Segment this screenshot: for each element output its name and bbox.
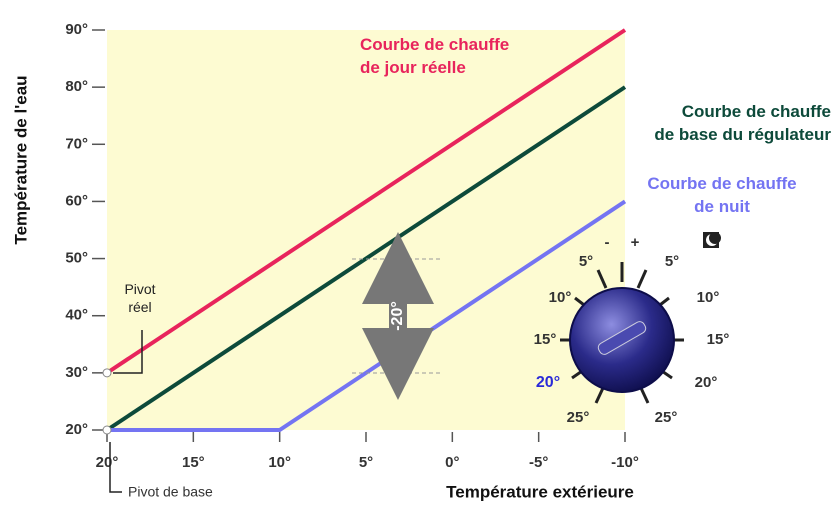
series-label: Courbe de chauffe de base du régulateur — [654, 102, 831, 144]
dial-label: 20° — [536, 374, 560, 391]
x-tick-label: -10° — [611, 454, 639, 471]
x-tick-label: 15° — [182, 454, 205, 471]
dial-label: 15° — [707, 331, 730, 348]
dial-minus: - — [605, 234, 610, 251]
x-tick-label: 0° — [445, 454, 459, 471]
series-line — [105, 28, 627, 375]
dial-label: 15° — [534, 331, 557, 348]
dial-label: 10° — [549, 289, 572, 306]
dial-plus: + — [631, 234, 640, 251]
series-line — [107, 199, 627, 432]
x-tick-label: 10° — [268, 454, 291, 471]
pivot-bracket — [113, 330, 143, 374]
pivot-base-label: Pivot de base — [128, 484, 213, 500]
dial: - + 5° 10° 15° 20° 25° 5° 10° 15° 20° 25… — [534, 232, 730, 426]
series-label: Courbe de chauffe de jour réelle — [360, 35, 510, 77]
pivot-bracket — [109, 442, 122, 493]
x-axis-title: Température extérieure — [446, 482, 634, 501]
y-tick-label: 70° — [65, 135, 88, 152]
y-axis-title: Température de l'eau — [11, 75, 30, 244]
y-tick-label: 40° — [65, 307, 88, 324]
y-tick-label: 60° — [65, 192, 88, 209]
dial-label: 5° — [665, 253, 679, 270]
y-tick-label: 30° — [65, 364, 88, 381]
series-label: Courbe de chauffe de nuit — [647, 174, 797, 216]
dial-label: 20° — [695, 374, 718, 391]
dial-label: 25° — [655, 409, 678, 426]
pivot-real-label: Pivot réel — [124, 281, 156, 315]
dial-label: 25° — [567, 409, 590, 426]
x-tick-label: 5° — [359, 454, 373, 471]
y-tick-label: 80° — [65, 78, 88, 95]
pivot-point — [102, 368, 112, 378]
dial-label: 5° — [579, 253, 593, 270]
pivot-point — [102, 425, 112, 435]
plot-background — [107, 30, 625, 430]
dial-label: 10° — [697, 289, 720, 306]
x-tick-label: 20° — [96, 454, 119, 471]
y-tick-label: 20° — [65, 421, 88, 438]
y-tick-label: 50° — [65, 250, 88, 267]
y-tick-label: 90° — [65, 21, 88, 38]
x-tick-label: -5° — [529, 454, 548, 471]
shift-label: -20° — [389, 301, 406, 331]
